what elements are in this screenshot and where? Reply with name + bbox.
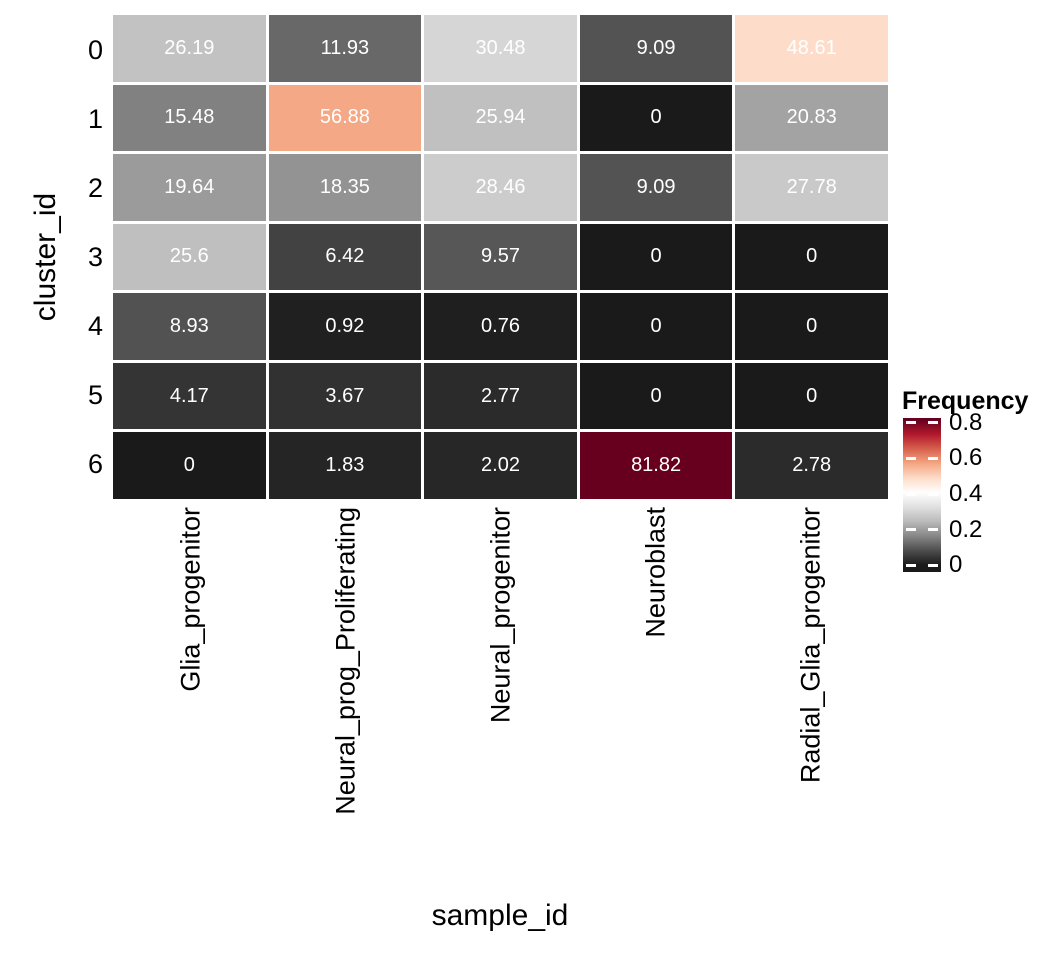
heatmap-cell: 9.09 [579,154,733,221]
heatmap-cell: 28.46 [424,154,577,221]
heatmap-cell: 18.35 [268,154,422,221]
heatmap-cell: 0 [579,362,733,430]
heatmap-cell: 4.17 [113,362,266,430]
x-axis-title: sample_id [431,899,569,932]
heatmap-cell: 27.78 [735,154,888,221]
legend-tick-label: 0.8 [949,408,983,436]
heatmap-grid: 26.19 11.93 30.48 9.09 48.61 15.48 56.88 25.94 0… [113,15,888,499]
heatmap-cell: 2.02 [424,432,577,499]
y-tick-label: 4 [87,311,103,342]
heatmap-cell: 19.64 [113,154,266,221]
legend-title: Frequency [902,387,1029,415]
heatmap-cell: 15.48 [113,84,266,152]
y-tick-label: 3 [87,242,103,272]
heatmap-cell: 6.42 [268,223,422,291]
heatmap-cell: 8.93 [113,293,266,360]
heatmap-cell: 0 [735,293,888,360]
legend-tick-mark [928,563,938,567]
heatmap-cell: 9.57 [424,223,577,291]
heatmap-cell: 2.77 [424,362,577,430]
legend-tick-mark [928,528,938,532]
heatmap-cell: 26.19 [113,15,266,82]
legend-tick-mark [906,456,916,460]
x-tick-label: Neural_progenitor [485,507,515,724]
y-axis-title: cluster_id [29,192,62,322]
heatmap-cell: 0.92 [268,293,422,360]
legend-tick-mark [906,421,916,425]
heatmap-cell: 0 [735,223,888,291]
heatmap-cell: 0 [579,84,733,152]
heatmap-cell: 11.93 [268,15,422,82]
y-tick-label: 6 [87,449,103,480]
heatmap-cell: 9.09 [579,15,733,82]
heatmap-cell: 3.67 [268,362,422,430]
heatmap-cell: 0 [579,223,733,291]
heatmap-cell: 0 [113,432,266,499]
x-tick-label: Neuroblast [640,507,670,638]
y-tick-label: 2 [87,172,103,203]
legend-tick-mark [928,492,938,496]
heatmap-cell: 0.76 [424,293,577,360]
legend-tick-label: 0.2 [949,515,983,543]
legend-tick-mark [906,492,916,496]
heatmap-cell: 0 [579,293,733,360]
y-tick-label: 5 [87,380,103,411]
y-tick-label: 1 [87,103,103,134]
legend-tick-label: 0.6 [949,444,983,472]
heatmap-cell: 81.82 [579,432,733,499]
heatmap-cell: 1.83 [268,432,422,499]
heatmap-cell: 25.6 [113,223,266,291]
heatmap-cell: 25.94 [424,84,577,152]
heatmap-cell: 48.61 [735,15,888,82]
heatmap-cell: 56.88 [268,84,422,152]
legend-tick-mark [906,528,916,532]
legend-tick-mark [928,456,938,460]
x-tick-label: Radial_Glia_progenitor [795,507,825,784]
legend-tick-label: 0.4 [949,480,983,508]
legend-tick-mark [928,421,938,425]
heatmap-cell: 20.83 [735,84,888,152]
legend-tick-label: 0 [949,551,963,579]
x-tick-label: Glia_progenitor [175,507,205,692]
heatmap-cell: 2.78 [735,432,888,499]
heatmap-cell: 0 [735,362,888,430]
y-tick-label: 0 [87,34,103,65]
heatmap-cell: 30.48 [424,15,577,82]
legend-tick-mark [906,563,916,567]
x-tick-label: Neural_prog_Proliferating [330,507,360,815]
